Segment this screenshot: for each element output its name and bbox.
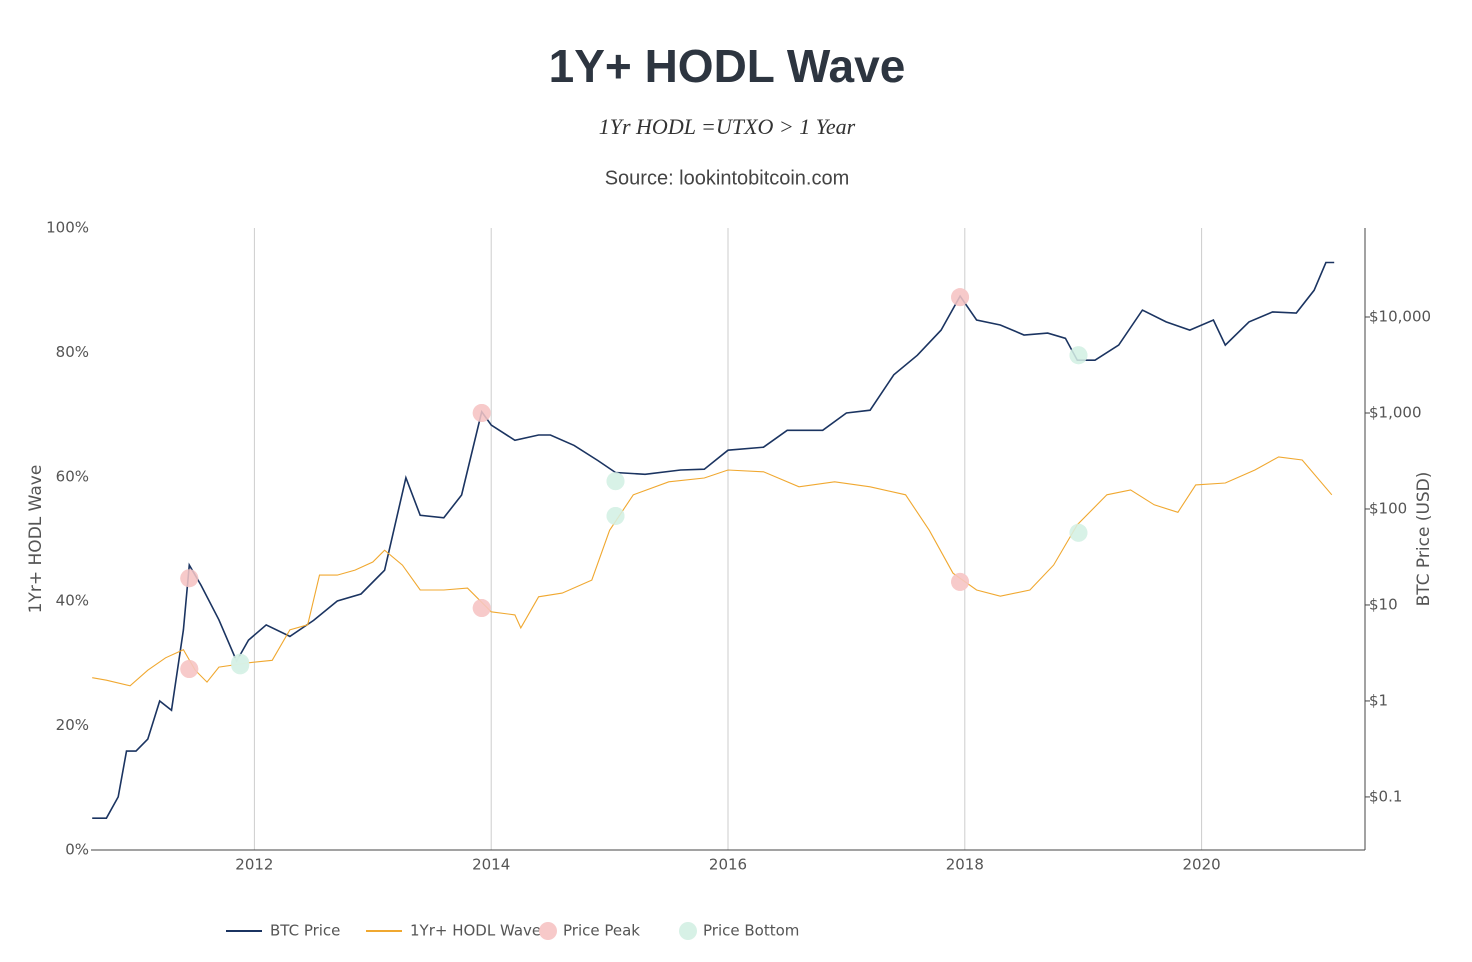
y-axis-title: 1Yr+ HODL Wave <box>26 465 46 614</box>
legend-swatch <box>679 922 697 940</box>
y-tick-label: 60% <box>56 467 89 485</box>
marker <box>951 572 970 591</box>
y-tick-label: 20% <box>56 716 89 734</box>
series-line <box>92 456 1333 687</box>
y2-tick-label: $10 <box>1369 595 1398 613</box>
marker <box>180 659 199 678</box>
legend-swatch <box>539 922 557 940</box>
legend-label: Price Bottom <box>703 922 799 940</box>
marker <box>472 599 491 618</box>
chart-subtitle: 1Yr HODL =UTXO > 1 Year <box>599 114 856 139</box>
y-tick-label: 0% <box>65 841 89 859</box>
chart-source: Source: lookintobitcoin.com <box>605 167 850 189</box>
marker <box>1069 346 1088 365</box>
x-tick-label: 2018 <box>946 856 984 874</box>
x-tick-label: 2014 <box>472 856 510 874</box>
x-tick-label: 2012 <box>235 856 273 874</box>
marker <box>1069 523 1088 542</box>
marker <box>231 653 250 672</box>
legend-label: 1Yr+ HODL Wave <box>410 922 541 940</box>
y2-tick-label: $100 <box>1369 499 1407 517</box>
marker <box>472 403 491 422</box>
legend-label: BTC Price <box>270 922 340 940</box>
marker <box>180 569 199 588</box>
y2-tick-label: $0.1 <box>1369 787 1402 805</box>
y2-tick-label: $1,000 <box>1369 403 1422 421</box>
y2-tick-label: $1 <box>1369 691 1388 709</box>
series-line <box>92 261 1335 819</box>
y-tick-label: 40% <box>56 592 89 610</box>
y-tick-label: 80% <box>56 343 89 361</box>
y2-axis-title: BTC Price (USD) <box>1414 472 1434 607</box>
y2-tick-label: $10,000 <box>1369 308 1431 326</box>
x-tick-label: 2016 <box>709 856 747 874</box>
x-tick-label: 2020 <box>1183 856 1221 874</box>
y-tick-label: 100% <box>46 219 89 237</box>
chart-title: 1Y+ HODL Wave <box>549 40 906 92</box>
marker <box>606 506 625 525</box>
marker <box>606 472 625 491</box>
legend-label: Price Peak <box>563 922 640 940</box>
marker <box>951 288 970 307</box>
